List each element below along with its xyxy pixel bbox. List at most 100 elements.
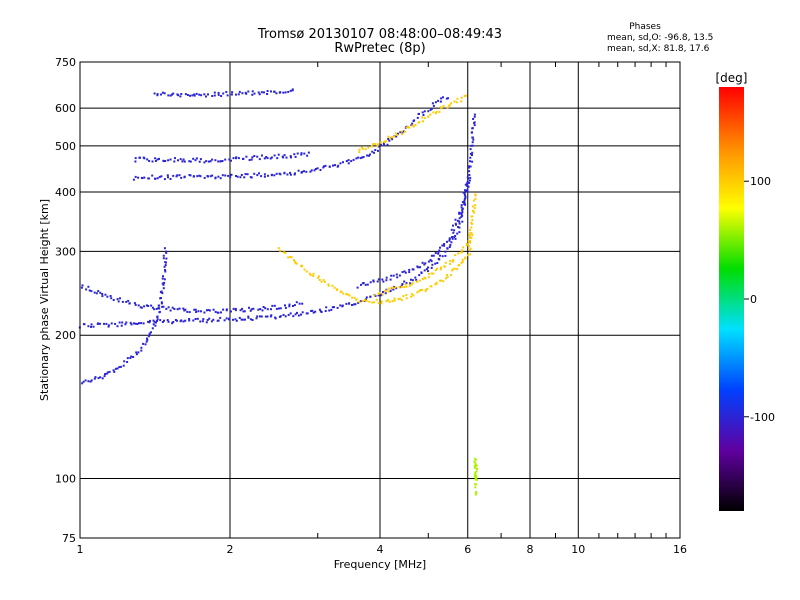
- data-point: [470, 236, 473, 239]
- data-point: [161, 282, 164, 285]
- data-point: [229, 176, 232, 179]
- data-point: [404, 283, 407, 286]
- data-point: [288, 303, 291, 306]
- data-point: [230, 310, 232, 313]
- data-point: [125, 321, 128, 324]
- data-point: [430, 254, 433, 257]
- data-point: [232, 318, 234, 321]
- data-point: [380, 294, 383, 297]
- data-point: [156, 177, 159, 180]
- data-point: [146, 338, 149, 341]
- y-tick-label: 750: [55, 56, 76, 69]
- data-point: [455, 101, 458, 104]
- data-point: [241, 92, 244, 95]
- data-point: [475, 474, 478, 477]
- data-point: [138, 322, 141, 325]
- data-point: [162, 275, 164, 278]
- data-point: [468, 174, 471, 176]
- data-point: [152, 323, 155, 326]
- data-point: [132, 178, 135, 181]
- data-point: [173, 308, 176, 310]
- data-point: [230, 93, 233, 96]
- data-point: [290, 256, 293, 259]
- data-point: [87, 380, 90, 383]
- data-point: [220, 160, 223, 163]
- data-point: [407, 125, 409, 128]
- data-point: [385, 300, 388, 303]
- data-point: [179, 95, 182, 98]
- data-point: [454, 237, 457, 240]
- data-point: [225, 308, 228, 311]
- data-point: [462, 246, 465, 249]
- data-point: [203, 311, 206, 314]
- data-point: [461, 201, 464, 204]
- data-point: [93, 291, 96, 294]
- data-point: [171, 93, 173, 96]
- data-point: [295, 262, 298, 265]
- data-point: [410, 278, 412, 281]
- data-point: [158, 311, 161, 314]
- data-point: [220, 95, 223, 97]
- data-point: [234, 318, 237, 321]
- data-point: [306, 312, 309, 315]
- data-point: [352, 158, 355, 161]
- data-point: [473, 211, 476, 214]
- data-point: [382, 280, 385, 283]
- data-point: [257, 308, 260, 311]
- data-point: [470, 144, 473, 147]
- data-point: [155, 321, 157, 324]
- data-point: [365, 296, 368, 299]
- data-point: [469, 152, 472, 155]
- data-point: [162, 287, 165, 290]
- data-point: [132, 356, 135, 358]
- data-point: [419, 266, 421, 269]
- data-point: [172, 321, 175, 323]
- data-point: [160, 302, 163, 305]
- data-point: [263, 157, 266, 160]
- data-point: [103, 322, 105, 325]
- data-point: [275, 307, 278, 310]
- y-tick-label: 75: [62, 532, 76, 545]
- data-point: [450, 274, 452, 277]
- data-point: [127, 299, 130, 302]
- data-point: [140, 346, 143, 349]
- data-point: [211, 95, 214, 97]
- data-point: [463, 200, 466, 203]
- data-point: [467, 166, 470, 169]
- grid-lines: [80, 62, 680, 538]
- data-point: [446, 247, 449, 250]
- data-point: [341, 304, 344, 307]
- data-point: [235, 156, 238, 159]
- data-point: [408, 126, 411, 129]
- data-point: [446, 276, 449, 279]
- data-point: [205, 309, 208, 312]
- data-point: [334, 164, 336, 167]
- data-point: [437, 252, 440, 255]
- data-point: [90, 379, 93, 382]
- data-point: [194, 308, 197, 311]
- data-point: [162, 283, 165, 286]
- data-point: [449, 262, 452, 265]
- data-point: [345, 302, 348, 305]
- data-point: [260, 175, 263, 178]
- data-point: [366, 283, 369, 286]
- data-point: [107, 324, 110, 327]
- data-point: [253, 172, 256, 175]
- data-point: [473, 113, 476, 116]
- data-point: [132, 322, 135, 325]
- data-point: [161, 321, 164, 323]
- data-point: [167, 159, 170, 162]
- data-point: [471, 141, 474, 144]
- data-point: [196, 175, 199, 178]
- data-point: [474, 204, 477, 207]
- data-point: [273, 174, 276, 177]
- data-point: [99, 291, 102, 294]
- data-point: [271, 304, 274, 307]
- data-point: [450, 241, 453, 244]
- data-point: [119, 365, 122, 368]
- data-point: [151, 174, 154, 177]
- data-point: [464, 183, 467, 186]
- data-point: [157, 304, 160, 307]
- data-point: [249, 318, 252, 321]
- data-point: [104, 373, 106, 376]
